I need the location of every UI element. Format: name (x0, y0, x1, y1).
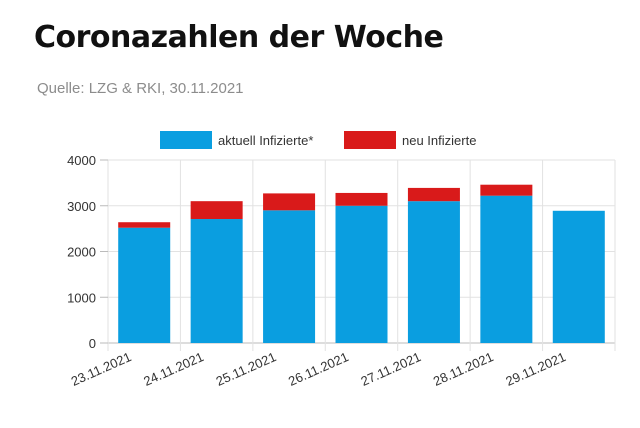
bar-current-24.11.2021 (190, 219, 243, 343)
y-tick-label: 3000 (67, 199, 96, 214)
legend-swatch-current (160, 131, 212, 149)
bar-current-25.11.2021 (263, 210, 316, 343)
chart-title: Coronazahlen der Woche (34, 20, 444, 55)
y-tick-label: 0 (89, 336, 96, 351)
y-tick-label: 1000 (67, 290, 96, 305)
x-tick-label: 26.11.2021 (286, 349, 351, 389)
x-axis-ticks: 23.11.2021 24.11.2021 25.11.2021 26.11.2021… (69, 349, 568, 389)
bar-chart: aktuell Infizierte* neu Infizierte 0 1000… (67, 131, 616, 389)
legend: aktuell Infizierte* neu Infizierte (160, 131, 476, 149)
legend-label-new: neu Infizierte (402, 133, 476, 148)
bar-new-25.11.2021 (263, 193, 316, 211)
legend-swatch-new (344, 131, 396, 149)
bar-current-26.11.2021 (335, 205, 388, 343)
bar-current-23.11.2021 (118, 227, 171, 343)
bar-current-29.11.2021 (552, 210, 605, 343)
bar-current-28.11.2021 (480, 195, 533, 343)
bars (118, 184, 605, 343)
bar-current-27.11.2021 (407, 201, 460, 343)
x-tick-label: 24.11.2021 (141, 349, 206, 389)
x-tick-label: 29.11.2021 (503, 349, 568, 389)
bar-new-26.11.2021 (335, 192, 388, 206)
bar-new-23.11.2021 (118, 222, 171, 228)
x-tick-label: 23.11.2021 (69, 349, 134, 389)
x-tick-label: 27.11.2021 (358, 349, 423, 389)
y-tick-label: 2000 (67, 245, 96, 260)
x-tick-label: 28.11.2021 (431, 349, 496, 389)
chart-source: Quelle: LZG & RKI, 30.11.2021 (37, 80, 244, 97)
y-tick-label: 4000 (67, 153, 96, 168)
bar-new-27.11.2021 (407, 187, 460, 202)
legend-label-current: aktuell Infizierte* (218, 133, 313, 148)
y-axis-ticks: 0 1000 2000 3000 4000 (67, 153, 108, 351)
bar-new-24.11.2021 (190, 201, 243, 220)
bar-new-28.11.2021 (480, 184, 533, 196)
x-tick-label: 25.11.2021 (214, 349, 279, 389)
